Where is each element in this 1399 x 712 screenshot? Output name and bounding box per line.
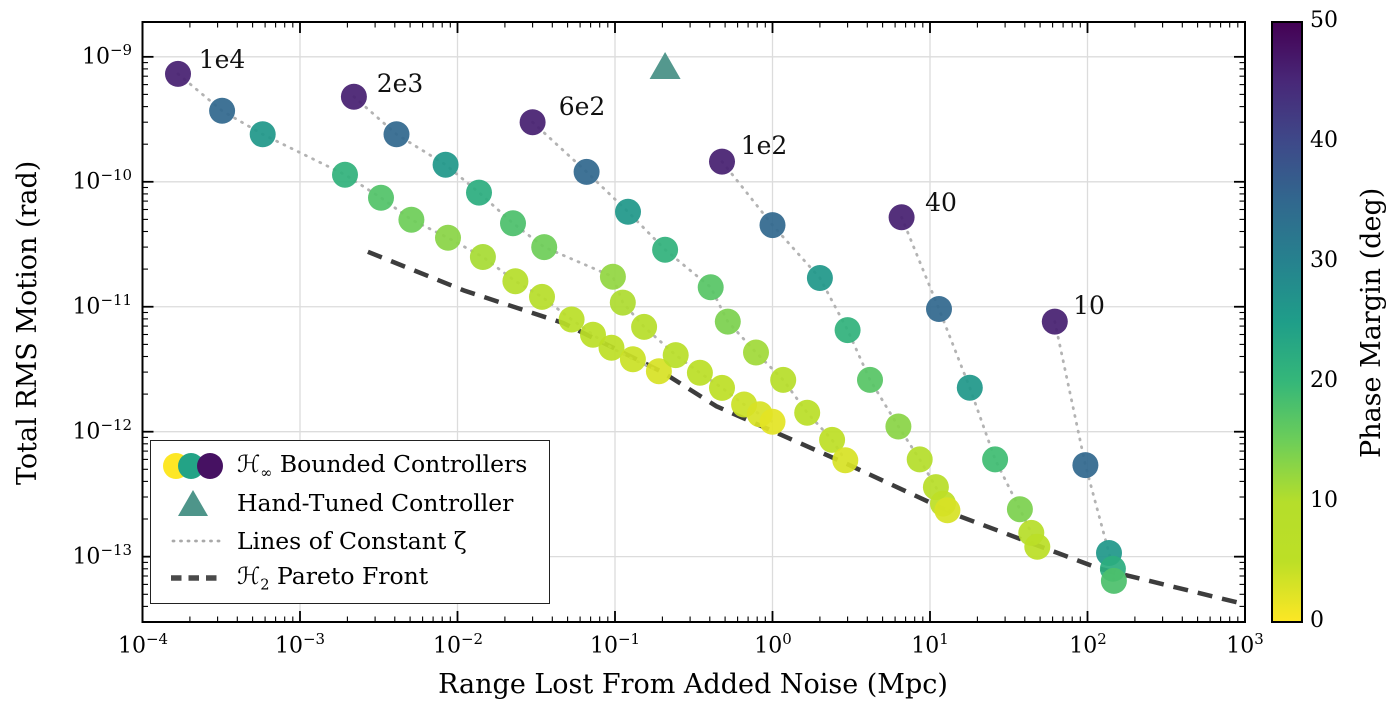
purple-dot-icon [197, 452, 223, 479]
legend-row-bounded-controllers: ℋ∞ Bounded Controllers [159, 448, 541, 484]
dashed-line-icon [171, 575, 223, 581]
controller-dot [631, 313, 658, 340]
controller-dot [956, 374, 983, 401]
colorbar-label: Phase Margin (deg) [1356, 187, 1388, 458]
controller-dot [645, 358, 672, 385]
triangle-icon [178, 490, 208, 517]
controller-dot [249, 121, 276, 148]
controller-dot [619, 346, 646, 373]
controller-dot [580, 321, 606, 348]
controller-dot [519, 109, 546, 136]
controller-dot [906, 446, 933, 473]
controller-dot [531, 234, 558, 261]
controller-dot [770, 366, 797, 393]
controller-dot [1041, 308, 1068, 335]
controller-dot [1100, 567, 1127, 594]
plot-border [141, 21, 1246, 623]
legend-label-hand-tuned: Hand-Tuned Controller [237, 489, 514, 518]
x-axis-label: Range Lost From Added Noise (Mpc) [438, 669, 948, 700]
controller-dot [794, 399, 821, 426]
controller-dot [1024, 533, 1051, 560]
hand-tuned-marker [649, 51, 681, 79]
controller-dot [558, 306, 585, 333]
controller-dot [743, 339, 769, 366]
controller-dot [500, 210, 526, 237]
controller-dot [502, 268, 529, 295]
controller-dot [529, 283, 555, 310]
controller-dot [709, 148, 735, 175]
controller-dot [469, 244, 496, 270]
controller-dot [1072, 452, 1099, 479]
y-axis-label: Total RMS Motion (rad) [12, 160, 44, 486]
controller-dot [652, 236, 679, 263]
controller-dot [609, 289, 636, 316]
controller-dot [714, 308, 741, 335]
controller-dot [934, 497, 961, 524]
controller-dot [165, 60, 191, 87]
controller-dot [432, 151, 459, 178]
controller-dot [332, 161, 358, 188]
controller-dot [340, 83, 367, 110]
controller-dot [888, 204, 915, 231]
legend-label-bounded: ℋ∞ Bounded Controllers [237, 449, 528, 482]
controller-dot [209, 97, 236, 124]
colorbar [1271, 21, 1303, 623]
controller-dot [759, 408, 786, 435]
pareto-front-line [367, 249, 1239, 605]
controller-dot [573, 158, 600, 185]
controller-dot [857, 366, 883, 393]
controller-dot [398, 206, 425, 233]
controller-dot [759, 212, 786, 239]
legend-row-pareto-front: ℋ2 Pareto Front [159, 560, 541, 596]
teal-dot-icon [178, 452, 204, 479]
axis-ticks [141, 22, 1246, 623]
controller-dot [466, 179, 492, 206]
controller-dot [885, 413, 912, 440]
controller-dot [819, 426, 846, 453]
controller-dot [662, 342, 689, 369]
legend: ℋ∞ Bounded Controllers Hand-Tuned Contro… [150, 440, 550, 604]
controller-dot [834, 317, 861, 344]
legend-row-constant-zeta: Lines of Constant ζ [159, 523, 541, 559]
controller-dot [435, 224, 461, 251]
controller-dot [1006, 496, 1033, 523]
dotted-line-icon [171, 539, 223, 543]
controller-dot [686, 359, 713, 386]
controller-dot [615, 198, 641, 225]
controller-dot [982, 446, 1009, 473]
controller-dot [926, 296, 952, 322]
controller-dots-icon [163, 452, 223, 479]
zeta-line-1e4 [176, 72, 661, 373]
controller-dot [697, 274, 724, 301]
controller-dot [709, 374, 735, 401]
controller-dot [832, 447, 859, 474]
controller-dot [599, 263, 626, 290]
controller-dot [598, 334, 625, 361]
legend-row-hand-tuned: Hand-Tuned Controller [159, 485, 541, 521]
legend-label-pareto: ℋ2 Pareto Front [237, 562, 429, 595]
controller-dot [383, 121, 410, 148]
legend-label-constant-zeta: Lines of Constant ζ [237, 526, 467, 555]
controller-dot [368, 184, 394, 211]
controller-dot [806, 265, 833, 291]
